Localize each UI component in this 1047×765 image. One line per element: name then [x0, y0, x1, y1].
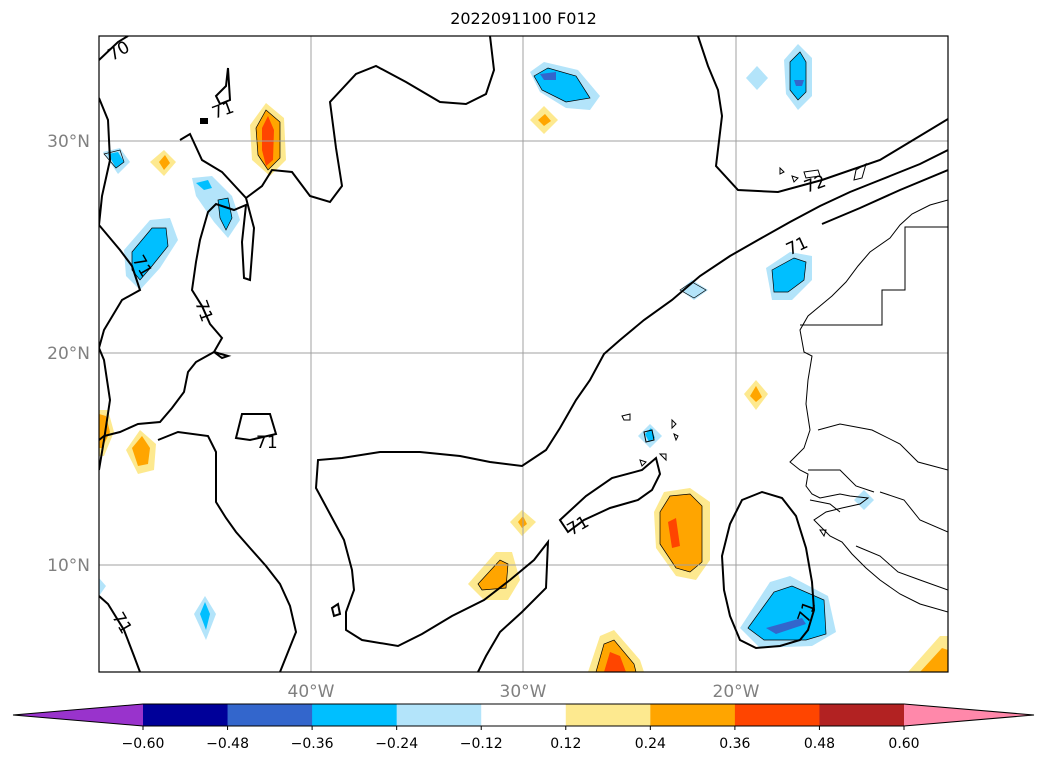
map-frame — [98, 35, 949, 673]
lon-label: 20°W — [713, 682, 760, 702]
colorbar-segment — [481, 704, 567, 726]
lat-label: 30°N — [47, 132, 90, 152]
colorbar-extend-high — [904, 704, 1034, 726]
map-title: 2022091100 F012 — [450, 9, 597, 28]
neg-anomaly-blob — [746, 66, 768, 90]
lat-label: 10°N — [47, 556, 90, 576]
lon-label: 30°W — [500, 682, 547, 702]
lon-label: 40°W — [288, 682, 335, 702]
colorbar-tick-label: −0.48 — [206, 736, 249, 752]
latitude-labels: 30°N 20°N 10°N — [47, 132, 90, 576]
colorbar-tick-label: −0.60 — [122, 736, 165, 752]
colorbar-segment — [312, 704, 398, 726]
colorbar-segment — [565, 704, 651, 726]
colorbar-segment — [227, 704, 313, 726]
colorbar: −0.60 −0.48 −0.36 −0.24 −0.12 0.12 0.24 0.36 0.4… — [12, 703, 1035, 752]
contour-label: 71 — [256, 433, 278, 453]
map-content — [99, 36, 948, 672]
neg-anomaly-blob — [854, 490, 874, 510]
colorbar-tick-label: −0.36 — [291, 736, 334, 752]
colorbar-segment — [650, 704, 736, 726]
colorbar-tick-label: 0.48 — [804, 736, 835, 752]
colorbar-tick-label: 0.60 — [888, 736, 919, 752]
colorbar-tick-label: −0.12 — [460, 736, 503, 752]
lat-label: 20°N — [47, 344, 90, 364]
neg-anomaly-blob — [99, 578, 106, 596]
colorbar-segment — [396, 704, 482, 726]
colorbar-tick-label: −0.24 — [375, 736, 418, 752]
colorbar-tick-label: 0.36 — [719, 736, 750, 752]
isoline-contours — [99, 36, 948, 672]
colorbar-extend-low — [13, 704, 143, 726]
longitude-labels: 40°W 30°W 20°W — [288, 682, 760, 702]
colorbar-segment — [734, 704, 820, 726]
colorbar-tick-label: 0.12 — [550, 736, 581, 752]
colorbar-segment — [143, 704, 229, 726]
colorbar-segment — [819, 704, 905, 726]
colorbar-tick-label: 0.24 — [635, 736, 666, 752]
